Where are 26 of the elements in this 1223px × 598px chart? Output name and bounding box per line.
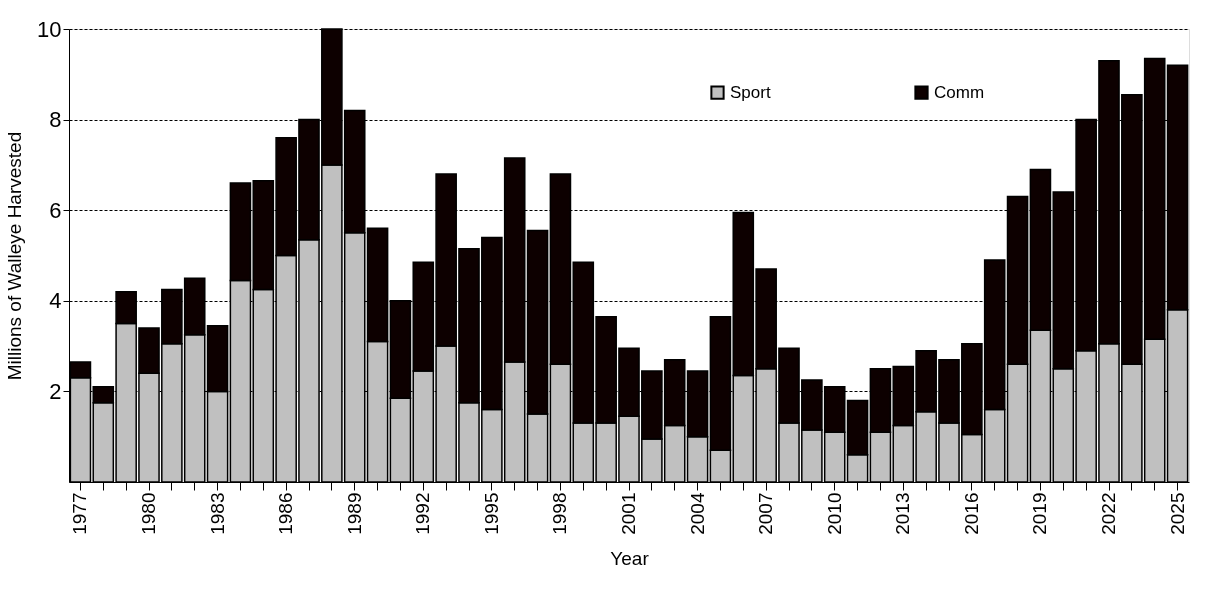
- y-tick-label: 2: [49, 378, 62, 404]
- x-tick-label: 2019: [1029, 492, 1051, 535]
- x-tick-label: 1977: [69, 492, 91, 535]
- x-tick-label: 2010: [823, 492, 845, 535]
- x-tick-label: 2007: [755, 492, 777, 535]
- x-tick-label: 2013: [892, 492, 914, 535]
- y-tick-label: 4: [49, 288, 62, 314]
- x-tick-label: 1986: [275, 492, 297, 535]
- y-axis-title: Millions of Walleye Harvested: [4, 131, 26, 381]
- x-tick-label: 1998: [549, 492, 571, 535]
- y-tick-label: 6: [49, 197, 62, 223]
- x-tick-label: 1995: [480, 492, 502, 535]
- x-tick-label: 1983: [206, 492, 228, 535]
- x-tick-label: 1992: [412, 492, 434, 535]
- x-tick-label: 1980: [138, 492, 159, 535]
- x-axis-title: Year: [610, 547, 650, 569]
- x-tick-label: 2025: [1166, 492, 1188, 535]
- x-tick-label: 2004: [686, 492, 708, 535]
- legend-label: Sport: [730, 82, 771, 102]
- y-tick-label: 8: [49, 107, 62, 133]
- x-tick-label: 2001: [618, 492, 639, 535]
- y-tick-label: 10: [37, 16, 62, 42]
- x-tick-label: 2022: [1098, 492, 1119, 535]
- legend-label: Comm: [934, 82, 985, 102]
- x-tick-label: 1989: [343, 492, 365, 535]
- x-tick-label: 2016: [960, 492, 982, 535]
